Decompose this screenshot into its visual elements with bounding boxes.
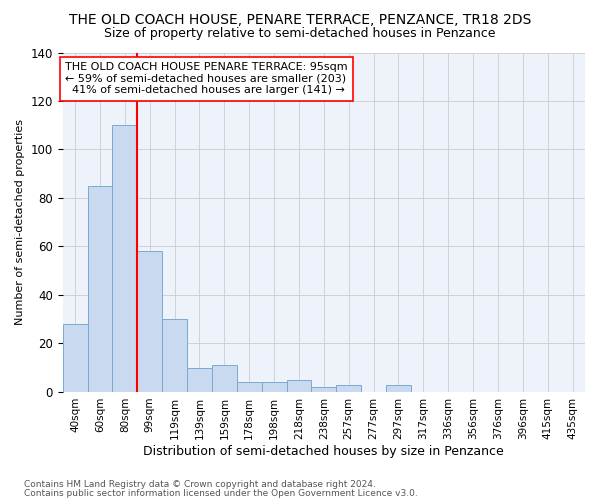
Text: THE OLD COACH HOUSE PENARE TERRACE: 95sqm
← 59% of semi-detached houses are smal: THE OLD COACH HOUSE PENARE TERRACE: 95sq… (65, 62, 348, 96)
X-axis label: Distribution of semi-detached houses by size in Penzance: Distribution of semi-detached houses by … (143, 444, 504, 458)
Bar (88, 186, 112, 392)
Bar (336, 384, 361, 392)
Bar (112, 125, 137, 392)
Bar (386, 384, 411, 392)
Bar (262, 382, 287, 392)
Bar (311, 387, 336, 392)
Text: Contains HM Land Registry data © Crown copyright and database right 2024.: Contains HM Land Registry data © Crown c… (24, 480, 376, 489)
Bar (187, 368, 212, 392)
Bar (137, 252, 162, 392)
Bar (162, 319, 187, 392)
Bar (287, 380, 311, 392)
Y-axis label: Number of semi-detached properties: Number of semi-detached properties (15, 119, 25, 325)
Text: THE OLD COACH HOUSE, PENARE TERRACE, PENZANCE, TR18 2DS: THE OLD COACH HOUSE, PENARE TERRACE, PEN… (69, 12, 531, 26)
Bar (62, 324, 88, 392)
Text: Contains public sector information licensed under the Open Government Licence v3: Contains public sector information licen… (24, 490, 418, 498)
Text: Size of property relative to semi-detached houses in Penzance: Size of property relative to semi-detach… (104, 28, 496, 40)
Bar (237, 382, 262, 392)
Bar (212, 366, 237, 392)
